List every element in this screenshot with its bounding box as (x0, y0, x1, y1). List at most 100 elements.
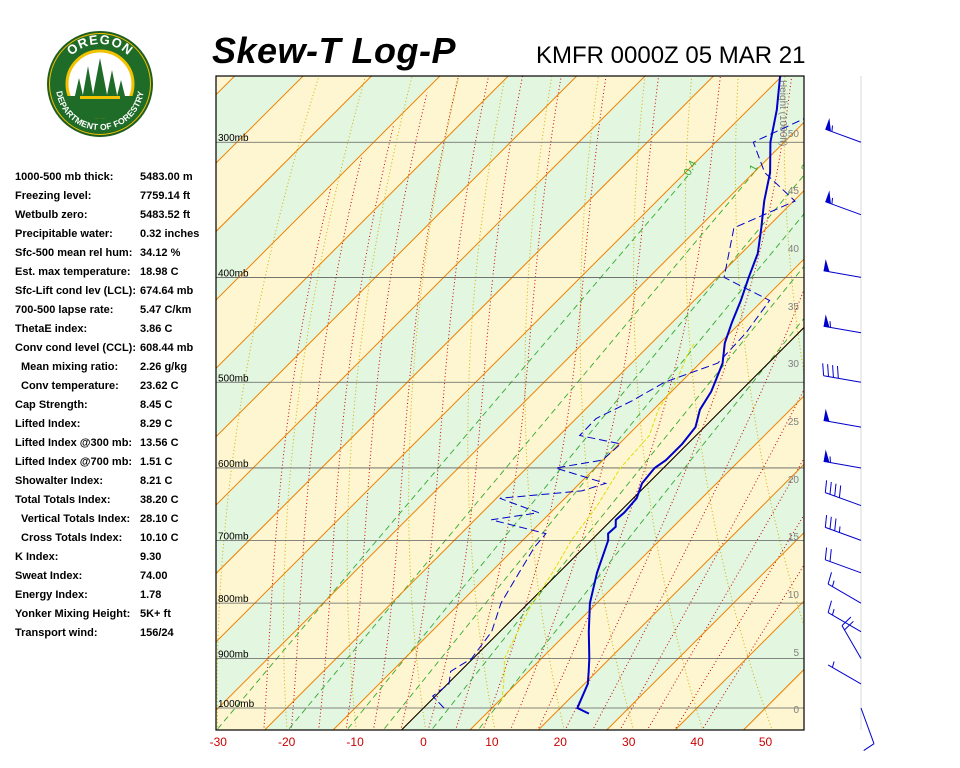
index-row: Sfc-Lift cond lev (LCL): 674.64 mb (15, 282, 215, 301)
height-axis-label: Height (1000ft) (777, 80, 788, 146)
wind-barb-staff (823, 375, 862, 383)
index-row: Freezing level: 7759.14 ft (15, 187, 215, 206)
pressure-label: 1000mb (218, 699, 255, 710)
mixing-ratio-line (477, 317, 804, 730)
wind-barb-feather (827, 600, 832, 613)
index-value: 3.86 C (140, 323, 173, 335)
index-row: Cap Strength: 8.45 C (15, 396, 215, 415)
index-value: 1.78 (140, 589, 162, 601)
index-label: Wetbulb zero: (15, 209, 88, 221)
isotherm-line (216, 121, 804, 712)
wind-barb-feather (824, 515, 828, 528)
height-tick-label: 45 (788, 186, 800, 197)
pressure-label: 600mb (218, 459, 249, 470)
index-label: Transport wind: (15, 627, 98, 639)
index-value: 7759.14 ft (140, 190, 191, 202)
index-value: 8.21 C (140, 475, 173, 487)
dry-adiabat-line (579, 76, 635, 730)
index-value: 10.10 C (140, 532, 179, 544)
index-row: ThetaE index: 3.86 C (15, 320, 215, 339)
wind-barb (824, 547, 862, 574)
isotherm-line (216, 76, 578, 438)
index-row: Lifted Index: 8.29 C (15, 415, 215, 434)
moist-adiabat-line (592, 288, 804, 730)
isotherm-line (469, 395, 804, 730)
height-tick-label: 25 (788, 417, 800, 428)
index-label: Precipitable water: (15, 228, 113, 240)
index-row: Mean mixing ratio: 2.26 g/kg (15, 358, 215, 377)
x-tick-label: 30 (622, 735, 636, 749)
index-label: Lifted Index @300 mb: (15, 437, 133, 449)
moist-adiabat-line (482, 76, 607, 730)
isotherm-line (605, 531, 804, 730)
wind-barb-feather (824, 547, 828, 560)
index-value: 0.32 inches (140, 228, 200, 240)
wind-barb-staff (825, 492, 862, 507)
moist-adiabat-line (427, 76, 524, 730)
index-label: Sfc-500 mean rel hum: (15, 247, 133, 259)
stability-indices-panel: 1000-500 mb thick: 5483.00 m Freezing leve… (15, 168, 215, 643)
mixing-ratio-label: 8 (914, 163, 927, 174)
index-label: Conv cond level (CCL): (15, 342, 137, 354)
wind-barb-half-feather (831, 661, 835, 668)
wind-barb (827, 661, 862, 685)
wind-barb-flag (825, 190, 831, 204)
index-row: Lifted Index @700 mb: 1.51 C (15, 453, 215, 472)
index-value: 5483.52 ft (140, 209, 191, 221)
dry-adiabat-line (346, 76, 413, 730)
index-value: 674.64 mb (140, 285, 194, 297)
dry-adiabat-line (684, 76, 773, 730)
x-tick-label: 50 (759, 735, 773, 749)
dry-adiabat-line (877, 0, 960, 744)
isotherm-line (216, 76, 510, 370)
index-label: 700-500 lapse rate: (15, 304, 114, 316)
wind-barb-staff (823, 460, 862, 469)
pressure-label: 400mb (218, 268, 249, 279)
index-row: Vertical Totals Index: 28.10 C (15, 510, 215, 529)
wind-barb-half-feather (829, 321, 831, 328)
wind-barb-staff (827, 664, 862, 685)
wind-barb-half-feather (838, 526, 841, 533)
wind-barb (823, 449, 862, 469)
wind-barb (825, 118, 862, 143)
wind-barb (827, 572, 862, 604)
wind-barb-staff (825, 128, 862, 143)
index-row: Transport wind: 156/24 (15, 624, 215, 643)
isotherm-line (798, 0, 960, 744)
wind-barb-staff (827, 612, 862, 633)
index-row: Wetbulb zero: 5483.52 ft (15, 206, 215, 225)
oregon-forestry-logo: OREGON DEPARTMENT OF FORESTRY (47, 31, 153, 137)
x-tick-label: 40 (690, 735, 704, 749)
dry-adiabat-line (922, 0, 960, 744)
index-row: Lifted Index @300 mb: 13.56 C (15, 434, 215, 453)
index-row: Est. max temperature: 18.98 C (15, 263, 215, 282)
height-tick-label: 20 (788, 475, 800, 486)
index-row: Conv cond level (CCL): 608.44 mb (15, 339, 215, 358)
wind-barb-feather (834, 518, 837, 531)
index-label: Cap Strength: (15, 399, 88, 411)
index-label: ThetaE index: (15, 323, 88, 335)
wind-barb-feather (832, 365, 834, 378)
index-value: 9.30 (140, 551, 162, 563)
wind-barb-flag (825, 118, 831, 132)
wind-barb-half-feather (831, 580, 835, 587)
index-row: K Index: 9.30 (15, 548, 215, 567)
zero-isotherm-line (400, 326, 804, 730)
plot-frame (215, 75, 805, 731)
wind-barb-feather (824, 480, 828, 493)
station-datetime: KMFR 0000Z 05 MAR 21 (536, 42, 806, 69)
pressure-label: 900mb (218, 649, 249, 660)
dry-adiabat-line (524, 76, 565, 730)
isotherm-line (332, 258, 804, 730)
wind-barb-flag (823, 259, 830, 272)
wind-barb-flag (823, 408, 830, 422)
index-label: Showalter Index: (15, 475, 104, 487)
height-tick-label: 10 (788, 590, 800, 601)
index-row: Energy Index: 1.78 (15, 586, 215, 605)
height-tick-label: 0 (793, 705, 799, 716)
wind-barb-feather (829, 549, 832, 562)
index-value: 23.62 C (140, 380, 179, 392)
x-tick-label: -10 (346, 735, 364, 749)
dewpoint-profile-line (431, 118, 804, 709)
x-tick-label: -30 (210, 735, 228, 749)
